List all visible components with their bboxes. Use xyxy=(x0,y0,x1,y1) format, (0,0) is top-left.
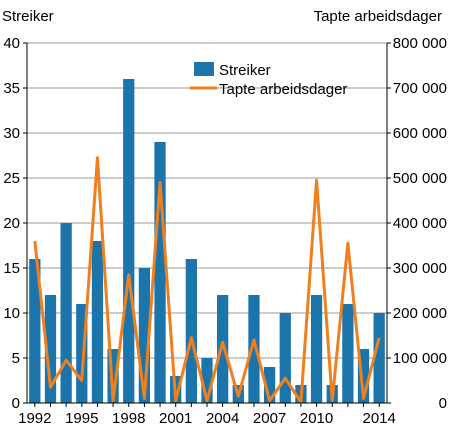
right-tick-label: 500 000 xyxy=(393,170,447,187)
legend-label-tapte-arbeidsdager: Tapte arbeidsdager xyxy=(219,81,347,98)
x-tick-label: 2001 xyxy=(159,410,192,427)
x-tick-label: 2007 xyxy=(253,410,286,427)
x-tick-label: 2010 xyxy=(300,410,333,427)
bar-streiker-1999 xyxy=(138,268,151,403)
left-tick-label: 30 xyxy=(3,125,20,142)
x-tick-label: 1995 xyxy=(65,410,98,427)
bar-streiker-2014 xyxy=(373,313,385,403)
right-tick-label: 100 000 xyxy=(393,350,447,367)
right-axis-title: Tapte arbeidsdager xyxy=(313,8,442,25)
right-tick-label: 800 000 xyxy=(393,35,447,52)
right-tick-label: 300 000 xyxy=(393,260,447,277)
bar-streiker-2013 xyxy=(357,349,370,403)
line-tapte-arbeidsdager xyxy=(33,156,381,404)
right-tick-label: 400 000 xyxy=(393,215,447,232)
bar-streiker-1998 xyxy=(123,79,135,403)
bar-streiker-2010 xyxy=(310,295,323,403)
left-tick-label: 35 xyxy=(3,80,20,97)
bar-streiker-2006 xyxy=(248,295,260,403)
bar-streiker-2012 xyxy=(342,304,354,403)
left-tick-label: 40 xyxy=(3,35,20,52)
x-tick-label: 1992 xyxy=(18,410,51,427)
left-tick-label: 0 xyxy=(12,395,20,412)
bar-streiker-2007 xyxy=(263,367,276,403)
left-tick-label: 5 xyxy=(12,350,20,367)
left-tick-label: 20 xyxy=(3,215,20,232)
bar-streiker-1997 xyxy=(107,349,119,403)
bar-streiker-1996 xyxy=(91,241,104,403)
axes: 0 5 10 15 20 25 30 35 40 0 100 000 200 000 300 000 40… xyxy=(3,35,447,427)
bar-streiker-1995 xyxy=(76,304,88,403)
left-tick-label: 15 xyxy=(3,260,20,277)
bar-streiker-1994 xyxy=(60,223,72,403)
right-tick-label: 600 000 xyxy=(393,125,447,142)
bar-streiker-2004 xyxy=(217,295,229,403)
right-tick-label: 0 xyxy=(439,395,447,412)
bar-streiker-1992 xyxy=(29,259,41,403)
right-tick-label: 700 000 xyxy=(393,80,447,97)
bar-streiker-1993 xyxy=(44,295,57,403)
x-tick-label: 1998 xyxy=(112,410,145,427)
bar-streiker-2003 xyxy=(201,358,213,403)
bar-streiker-2002 xyxy=(185,259,197,403)
bars-streiker xyxy=(29,79,385,403)
x-tick-label: 2004 xyxy=(206,410,239,427)
x-tick-label: 2014 xyxy=(362,410,395,427)
left-tick-label: 25 xyxy=(3,170,20,187)
left-tick-label: 10 xyxy=(3,305,20,322)
legend-swatch-streiker xyxy=(194,62,214,76)
right-tick-label: 200 000 xyxy=(393,305,447,322)
legend-label-streiker: Streiker xyxy=(219,62,271,79)
bar-streiker-2000 xyxy=(154,142,166,403)
legend: Streiker Tapte arbeidsdager xyxy=(190,62,347,98)
bar-streiker-2008 xyxy=(279,313,291,403)
left-axis-title: Streiker xyxy=(2,8,54,25)
